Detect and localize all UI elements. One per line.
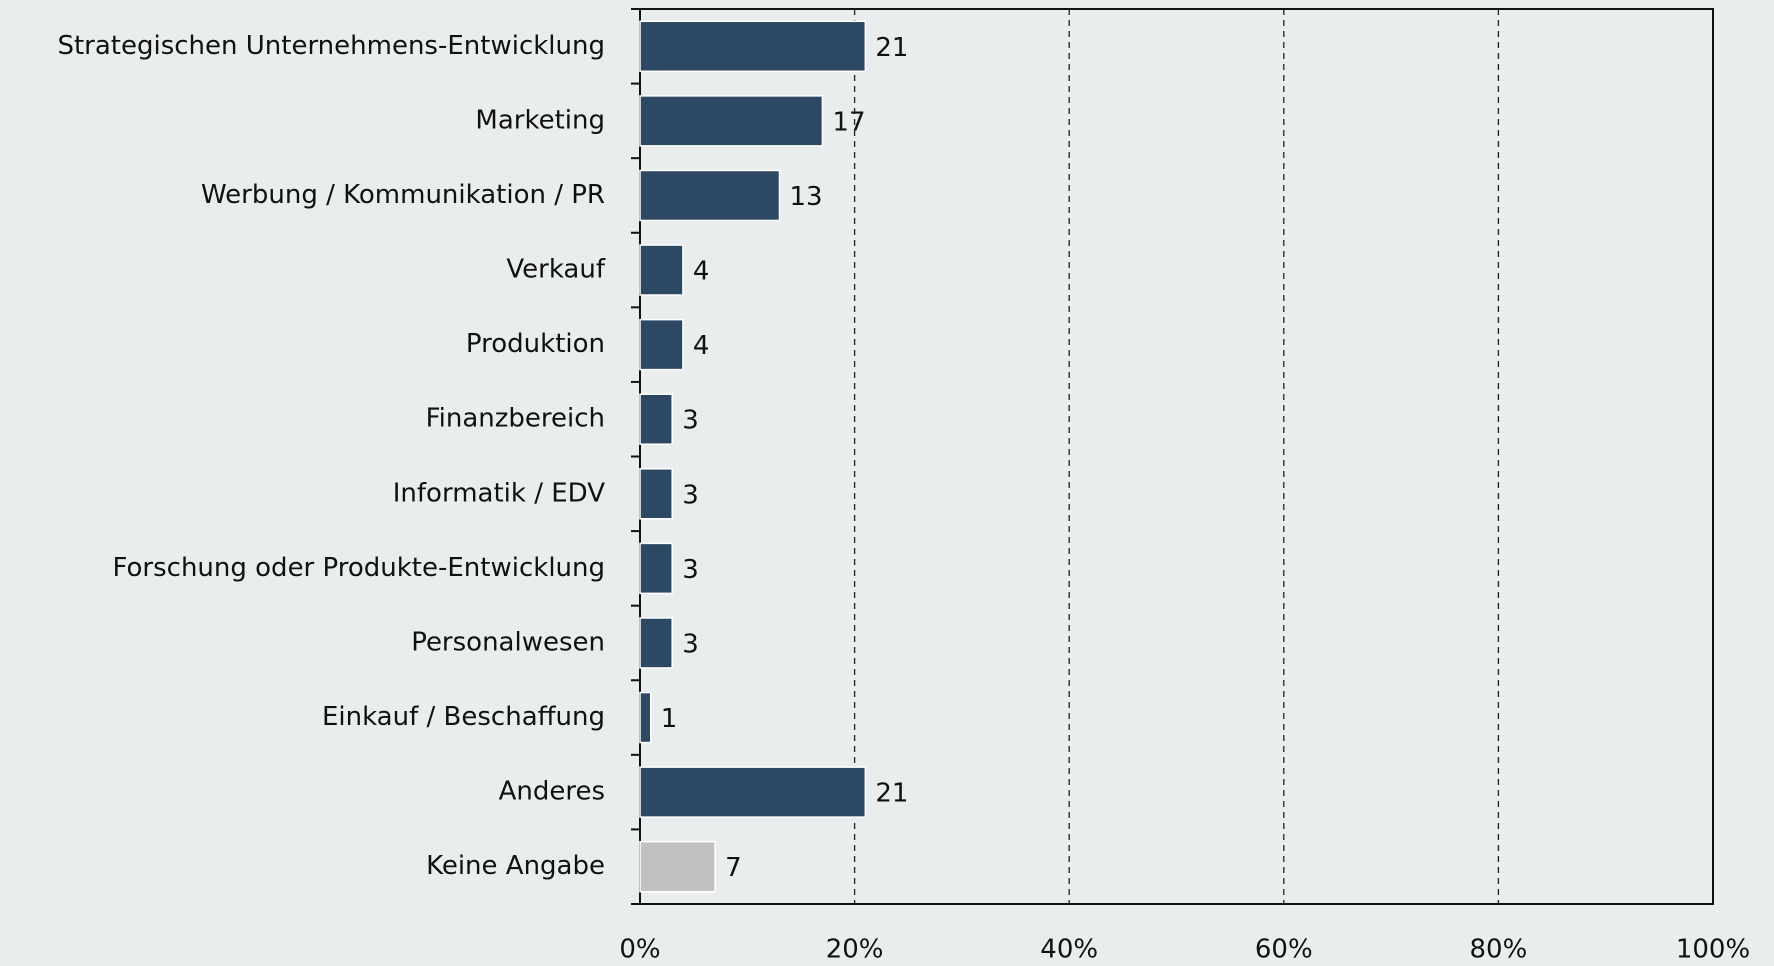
y-tick-label: Keine Angabe bbox=[426, 851, 605, 881]
bar bbox=[639, 95, 824, 147]
data-label: 1 bbox=[661, 704, 678, 734]
data-label: 3 bbox=[682, 480, 699, 510]
y-tick-label: Anderes bbox=[499, 777, 605, 807]
y-tick-label: Informatik / EDV bbox=[393, 478, 605, 508]
bar bbox=[639, 766, 867, 818]
bar bbox=[639, 318, 684, 371]
x-tick-label: 60% bbox=[1255, 935, 1313, 965]
bar bbox=[639, 468, 673, 520]
y-tick-label: Personalwesen bbox=[411, 627, 605, 657]
data-label: 21 bbox=[875, 779, 908, 809]
y-tick-label: Verkauf bbox=[506, 255, 605, 285]
bar bbox=[639, 244, 684, 296]
bar bbox=[639, 393, 673, 445]
x-tick-label: 20% bbox=[826, 935, 884, 965]
bar bbox=[639, 542, 673, 595]
data-label: 4 bbox=[693, 331, 710, 361]
y-tick-label: Finanzbereich bbox=[426, 404, 605, 434]
bar bbox=[639, 617, 673, 669]
data-label: 17 bbox=[832, 107, 865, 137]
bar bbox=[639, 691, 652, 744]
data-label: 21 bbox=[875, 33, 908, 63]
data-label: 4 bbox=[693, 257, 710, 287]
x-tick-label: 0% bbox=[619, 935, 660, 965]
y-tick-label: Strategischen Unternehmens-Entwicklung bbox=[57, 31, 605, 61]
x-tick-label: 100% bbox=[1676, 935, 1750, 965]
x-tick-label: 40% bbox=[1040, 935, 1098, 965]
data-label: 13 bbox=[789, 182, 822, 212]
data-label: 3 bbox=[682, 406, 699, 436]
y-tick-label: Einkauf / Beschaffung bbox=[322, 702, 605, 732]
x-tick-label: 80% bbox=[1470, 935, 1528, 965]
data-label: 7 bbox=[725, 853, 742, 883]
bar bbox=[639, 169, 781, 222]
y-tick-label: Marketing bbox=[475, 105, 605, 135]
data-label: 3 bbox=[682, 555, 699, 585]
y-tick-label: Forschung oder Produkte-Entwicklung bbox=[112, 553, 605, 583]
y-tick-label: Werbung / Kommunikation / PR bbox=[201, 180, 605, 210]
bar bbox=[639, 20, 867, 73]
bar bbox=[639, 840, 716, 893]
y-tick-label: Produktion bbox=[466, 329, 605, 359]
data-label: 3 bbox=[682, 629, 699, 659]
